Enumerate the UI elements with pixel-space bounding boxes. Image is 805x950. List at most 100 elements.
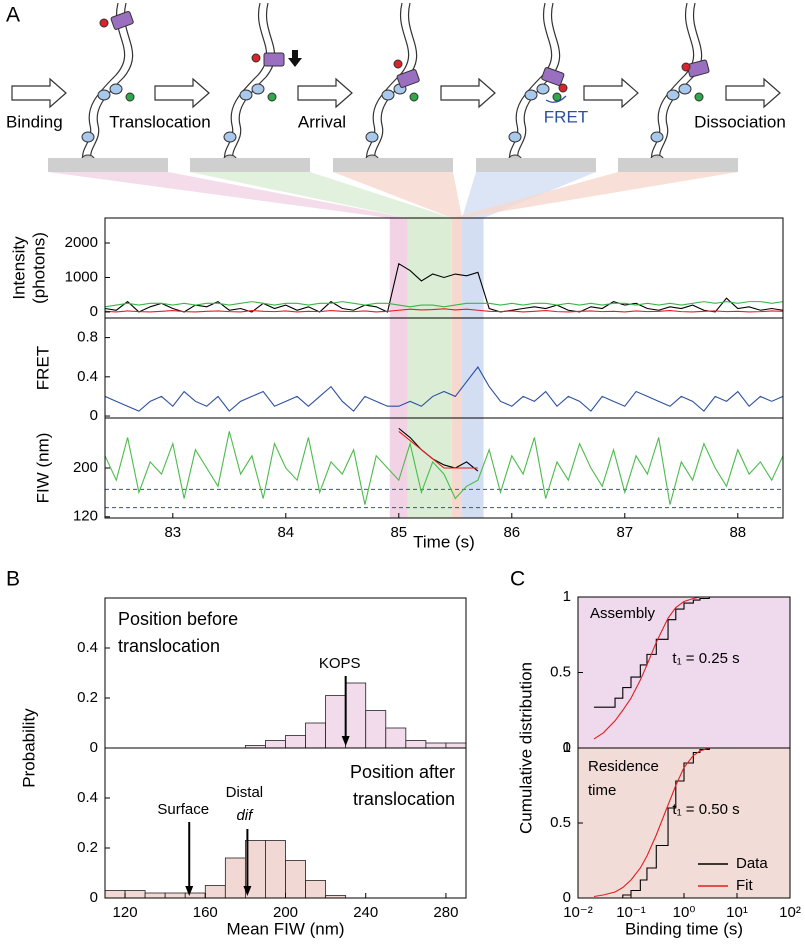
histogram-bar (305, 880, 327, 899)
y-tick-label: 0.4 (77, 639, 98, 656)
y-tick-label: 0 (563, 739, 571, 756)
x-axis-label: Mean FIW (nm) (226, 919, 344, 938)
fit-annotation: t₁ = 0.25 s (672, 650, 739, 667)
y-tick-label: 0.2 (77, 689, 98, 706)
series-line (398, 427, 479, 472)
y-tick-label: 0 (90, 889, 98, 906)
annotation-arrowhead (341, 736, 350, 746)
dye (251, 53, 261, 63)
legend-label: Fit (736, 877, 753, 894)
series-line (593, 747, 737, 898)
panel-text: time (588, 782, 616, 799)
step-arrow (297, 78, 353, 108)
x-tick-label: 87 (616, 524, 633, 541)
x-tick-label: 10⁰ (673, 904, 696, 921)
histogram-bar (184, 892, 206, 899)
x-tick-label: 10⁻¹ (616, 904, 646, 921)
series-line (104, 366, 784, 412)
histogram-bar (265, 840, 286, 899)
x-tick-label: 10² (779, 904, 801, 921)
step-arrow (583, 78, 639, 108)
state-bar (476, 158, 596, 172)
x-tick-label: 88 (729, 524, 746, 541)
panel-text: Residence (588, 758, 659, 775)
y-tick-label: 0 (90, 739, 98, 756)
dna-cartoon (80, 2, 135, 168)
panel-label: B (6, 568, 20, 591)
step-arrow (154, 78, 210, 108)
panel-label: A (6, 4, 20, 27)
dye (99, 18, 109, 28)
histogram-bar (104, 890, 126, 899)
annotation-label: Distal (226, 784, 264, 801)
time-span (451, 218, 463, 518)
x-axis-label: Time (s) (413, 532, 475, 551)
y-axis-label: FIW (nm) (33, 433, 52, 504)
time-span (407, 218, 452, 518)
annotation-arrowhead (243, 886, 252, 896)
series-line (593, 596, 737, 708)
y-tick-label: 200 (73, 459, 98, 476)
step-label: Translocation (109, 112, 210, 131)
y-tick-label: 0 (563, 889, 571, 906)
y-tick-label: 0.4 (77, 789, 98, 806)
histogram-bar (425, 742, 447, 749)
x-tick-label: 85 (390, 524, 407, 541)
x-axis-label: Binding time (s) (625, 919, 743, 938)
histogram-bar (385, 727, 407, 749)
panel-text: Position before (118, 609, 238, 629)
series-line (398, 430, 478, 469)
fan (451, 172, 738, 218)
x-tick-label: 84 (277, 524, 294, 541)
dye (558, 83, 568, 93)
y-tick-label: 0.5 (550, 663, 571, 680)
step-label: Binding (6, 112, 63, 131)
protein (686, 59, 710, 78)
state-bar (333, 158, 453, 172)
x-tick-label: 10¹ (726, 904, 748, 921)
fit-annotation: t₁ = 0.50 s (672, 801, 739, 818)
x-tick-label: 160 (193, 904, 218, 921)
y-axis-label: (photons) (29, 232, 48, 304)
y-tick-label: 0.8 (77, 329, 98, 346)
panel-text: Position after (350, 762, 455, 782)
annotation-label: Surface (157, 801, 209, 818)
y-tick-label: 1 (563, 588, 571, 605)
annotation-sublabel: dif (236, 807, 254, 824)
histogram-bar (305, 722, 327, 749)
protein (263, 52, 285, 67)
panel-text: Assembly (590, 605, 656, 622)
step-arrow (725, 78, 781, 108)
histogram-bar (224, 857, 246, 899)
dna-cartoon (507, 2, 562, 168)
fret-arrow (545, 95, 567, 103)
y-tick-label: 2000 (65, 234, 98, 251)
dna-cartoon (649, 2, 704, 168)
protein (110, 11, 134, 30)
y-axis-label: Cumulative distribution (516, 662, 535, 834)
dye (681, 62, 691, 72)
histogram-bar (285, 735, 306, 749)
histogram-bar (325, 695, 347, 749)
step-arrow (11, 78, 67, 108)
protein (541, 67, 565, 86)
histogram-bar (405, 740, 427, 749)
x-tick-label: 200 (273, 904, 298, 921)
x-tick-label: 10⁻² (563, 904, 593, 921)
time-span (389, 218, 408, 518)
x-tick-label: 280 (433, 904, 458, 921)
series-line (104, 431, 784, 505)
y-tick-label: 0.4 (77, 368, 98, 385)
dye (393, 59, 403, 69)
panel-text: translocation (353, 789, 455, 809)
y-axis-label: FRET (33, 346, 52, 390)
step-label: Arrival (298, 112, 346, 131)
histogram-bar (204, 885, 226, 899)
y-tick-label: 0.5 (550, 814, 571, 831)
step-arrow (440, 78, 496, 108)
arrow (288, 50, 302, 67)
histogram-bar (365, 710, 387, 749)
x-tick-label: 240 (353, 904, 378, 921)
histogram-bar (144, 892, 166, 899)
state-bar (190, 158, 310, 172)
